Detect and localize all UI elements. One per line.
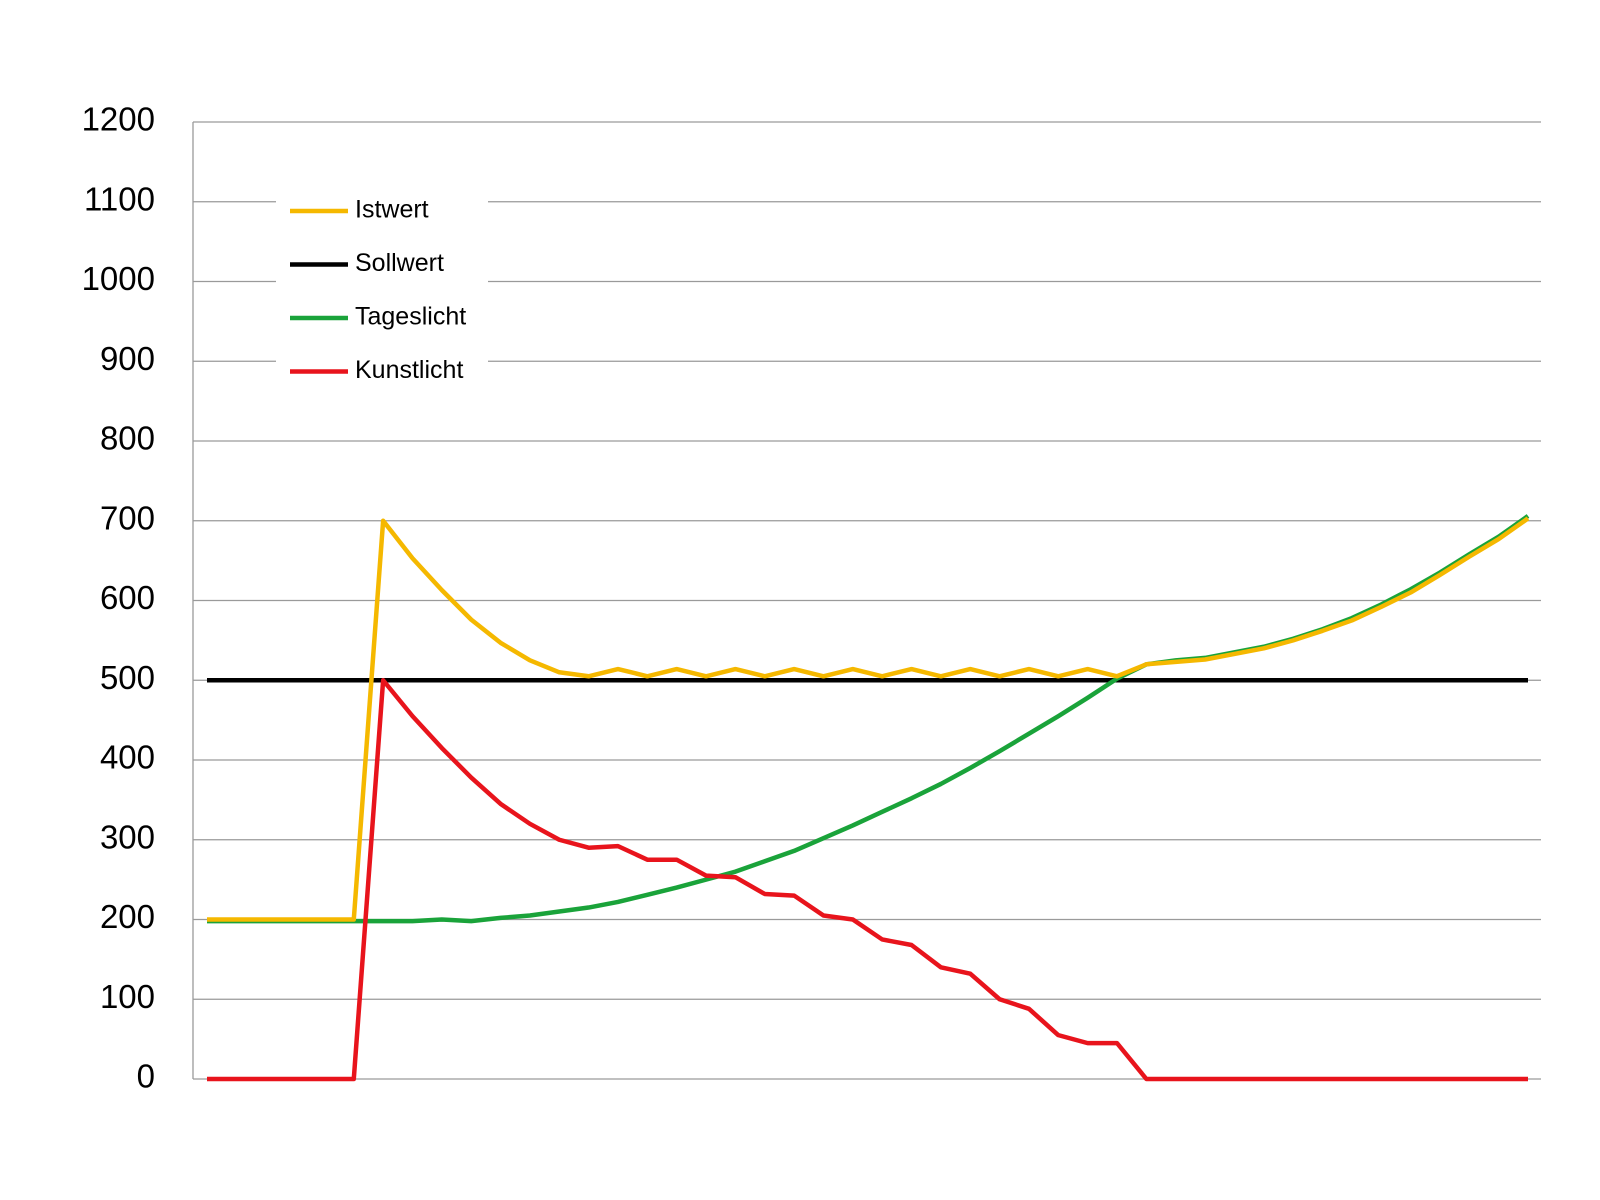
y-tick-label: 1200 bbox=[82, 101, 155, 138]
plot-area bbox=[207, 514, 1530, 1082]
legend-label: Kunstlicht bbox=[355, 356, 463, 384]
y-tick-label: 700 bbox=[100, 499, 155, 536]
series-line bbox=[207, 514, 1530, 924]
y-tick-label: 400 bbox=[100, 739, 155, 776]
legend-box bbox=[276, 188, 488, 398]
y-tick-label: 300 bbox=[100, 818, 155, 855]
y-tick-label: 200 bbox=[100, 898, 155, 935]
legend-label: Istwert bbox=[355, 196, 429, 224]
legend-label: Sollwert bbox=[355, 249, 444, 277]
y-tick-label: 100 bbox=[100, 978, 155, 1015]
legend-label: Tageslicht bbox=[355, 303, 466, 331]
series-line bbox=[207, 678, 1528, 1082]
y-tick-label: 600 bbox=[100, 579, 155, 616]
y-tick-label: 900 bbox=[100, 340, 155, 377]
y-tick-label: 0 bbox=[137, 1058, 155, 1095]
legend: Istwert Sollwert Tageslicht Kunstlicht bbox=[276, 188, 488, 398]
y-tick-label: 800 bbox=[100, 420, 155, 457]
y-tick-label: 500 bbox=[100, 659, 155, 696]
y-tick-label: 1000 bbox=[82, 260, 155, 297]
y-tick-label: 1100 bbox=[84, 180, 155, 217]
series-line bbox=[207, 516, 1530, 922]
